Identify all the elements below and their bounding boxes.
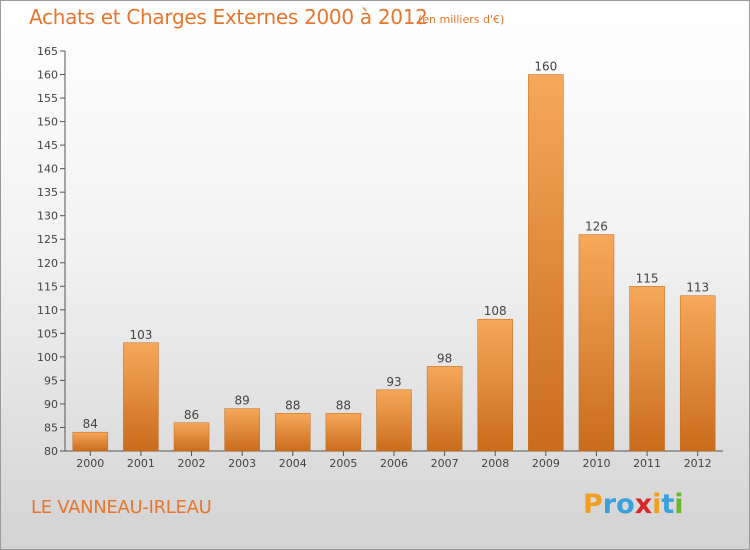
bar: [477, 318, 513, 452]
bar-value-label: 108: [484, 304, 507, 318]
x-tick-label: 2009: [532, 457, 560, 470]
x-tick-label: 2005: [329, 457, 357, 470]
x-tick-label: 2011: [633, 457, 661, 470]
bar: [528, 74, 564, 452]
x-tick-label: 2008: [481, 457, 509, 470]
x-tick-label: 2007: [431, 457, 459, 470]
bar-value-label: 126: [585, 220, 608, 234]
bar-value-label: 89: [235, 394, 250, 408]
x-tick-label: 2000: [76, 457, 104, 470]
y-tick-label: 145: [37, 139, 58, 152]
logo-letter: t: [661, 489, 675, 520]
bar: [173, 422, 210, 452]
bar: [275, 413, 311, 452]
y-tick-label: 150: [37, 116, 58, 129]
chart-title: Achats et Charges Externes 2000 à 2012: [29, 5, 428, 29]
bar: [578, 234, 615, 452]
logo-letter: i: [652, 489, 662, 520]
y-tick-label: 130: [37, 210, 58, 223]
logo-letter: o: [616, 489, 635, 520]
x-tick-label: 2002: [178, 457, 206, 470]
commune-name: LE VANNEAU-IRLEAU: [31, 497, 212, 518]
bar-value-label: 115: [636, 271, 659, 285]
y-tick-label: 105: [37, 327, 58, 340]
x-tick-label: 2001: [127, 457, 155, 470]
bar: [679, 295, 716, 452]
y-tick-label: 80: [44, 445, 58, 458]
logo-letter: r: [602, 489, 617, 520]
y-tick-label: 90: [44, 398, 58, 411]
bar-value-label: 113: [686, 281, 709, 295]
y-tick-label: 120: [37, 257, 58, 270]
bar-value-label: 103: [129, 328, 152, 342]
bar-value-label: 93: [386, 375, 401, 389]
bar-value-label: 86: [184, 408, 199, 422]
bar-value-label: 160: [534, 60, 557, 74]
bar: [376, 389, 412, 452]
y-tick-label: 160: [37, 69, 58, 82]
y-tick-label: 100: [37, 351, 58, 364]
bar: [224, 408, 260, 452]
bar-value-label: 84: [83, 417, 98, 431]
bar: [325, 413, 362, 452]
bar: [426, 366, 463, 452]
chart-subtitle: (en milliers d'€): [418, 13, 505, 26]
bar: [123, 342, 159, 452]
y-tick-label: 155: [37, 92, 58, 105]
x-tick-label: 2012: [684, 457, 712, 470]
x-tick-label: 2010: [582, 457, 610, 470]
x-tick-label: 2003: [228, 457, 256, 470]
y-tick-label: 135: [37, 186, 58, 199]
x-tick-label: 2006: [380, 457, 408, 470]
y-tick-label: 125: [37, 233, 58, 246]
x-tick-label: 2004: [279, 457, 307, 470]
logo-letter: x: [634, 489, 653, 520]
logo-letter: P: [583, 489, 603, 520]
bar: [629, 286, 665, 452]
bar-value-label: 88: [336, 398, 351, 412]
y-tick-label: 165: [37, 45, 58, 58]
y-tick-label: 85: [44, 421, 58, 434]
y-tick-label: 95: [44, 374, 58, 387]
bar-value-label: 98: [437, 351, 452, 365]
y-tick-label: 140: [37, 163, 58, 176]
y-tick-label: 115: [37, 280, 58, 293]
logo-letter: i: [674, 489, 684, 520]
bar-value-label: 88: [285, 398, 300, 412]
bar: [72, 431, 109, 452]
y-tick-label: 110: [37, 304, 58, 317]
proxiti-logo: Proxiti: [583, 489, 684, 520]
